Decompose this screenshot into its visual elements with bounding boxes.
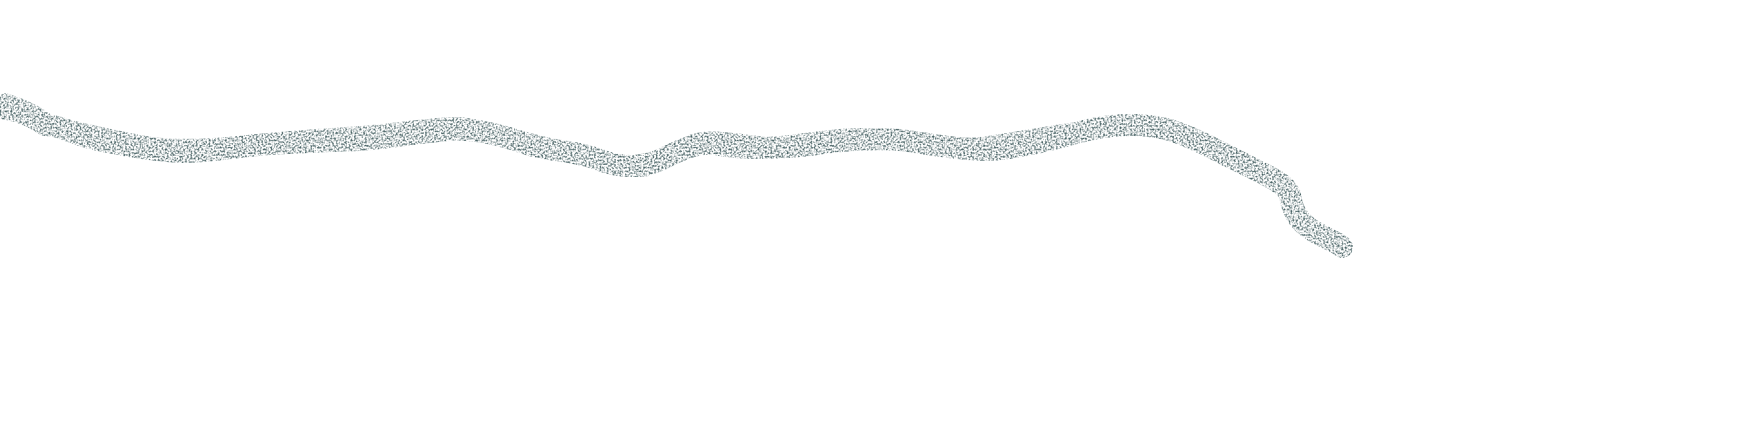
stroke-secondary-path [0, 93, 1351, 255]
stroke-main-path [0, 97, 1353, 258]
stroke-path-group [0, 93, 1353, 258]
